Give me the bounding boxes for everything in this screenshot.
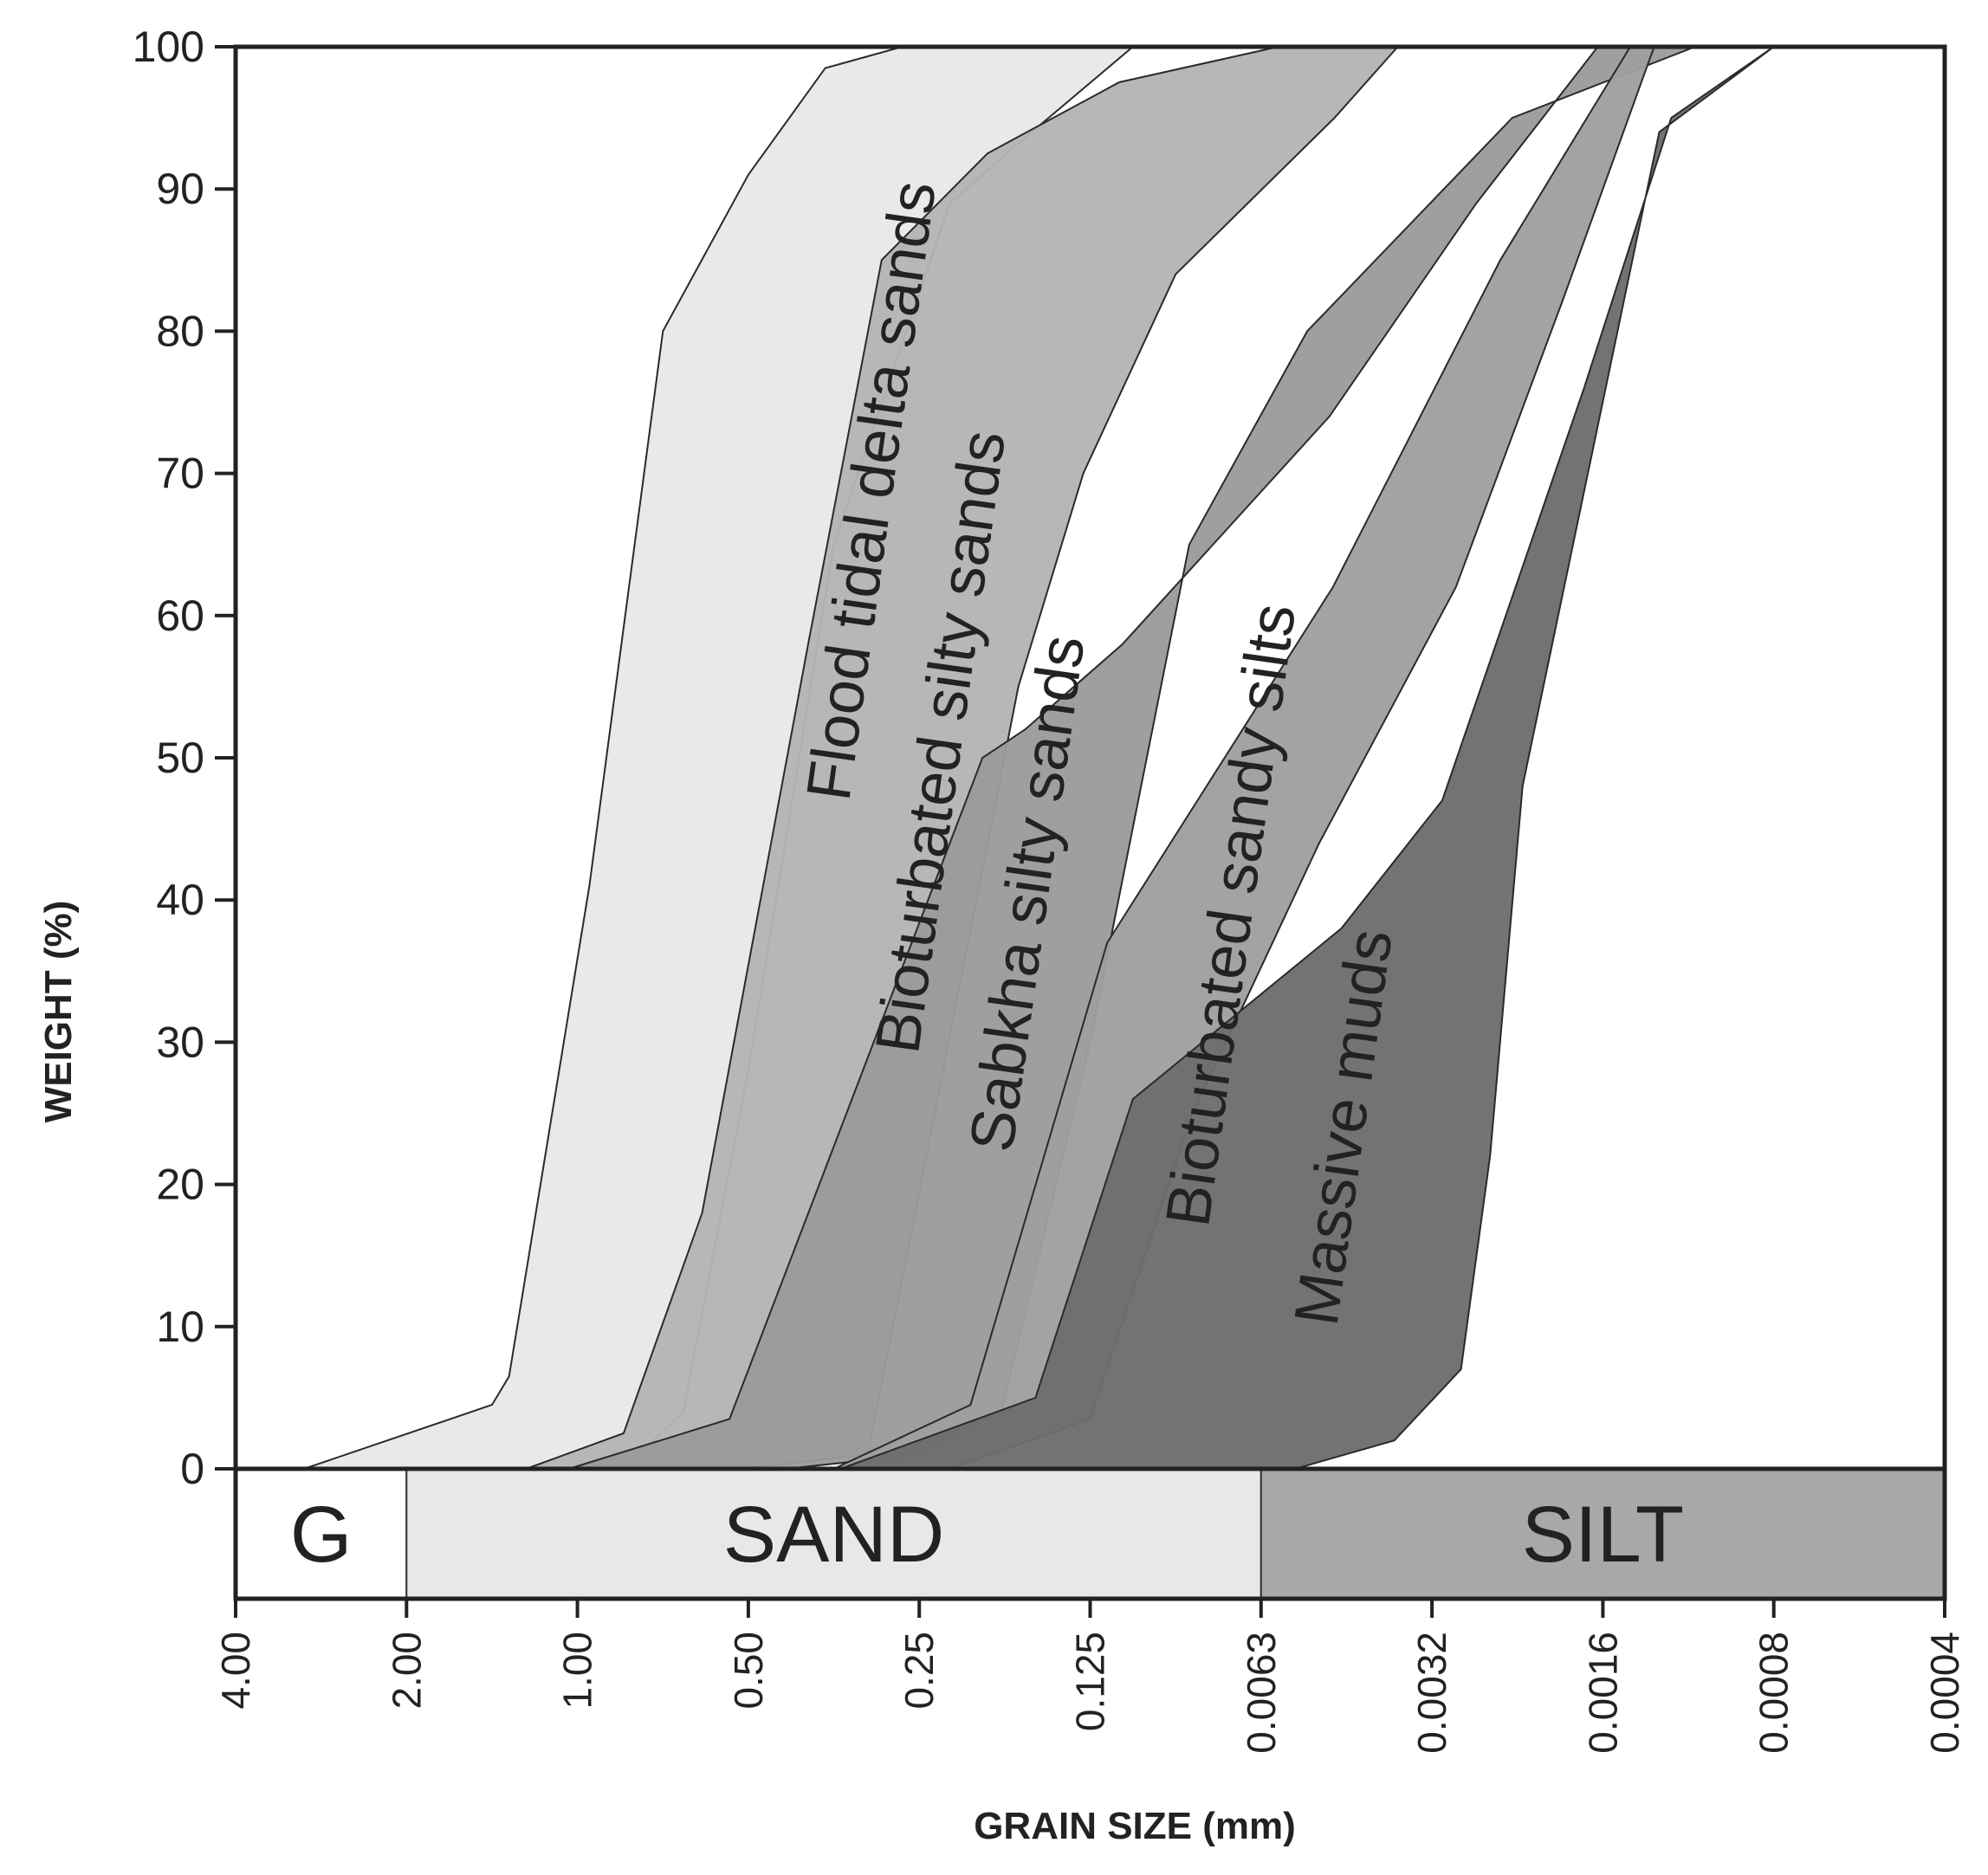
x-tick-label: 2.00 [384,1632,429,1710]
y-tick-label: 20 [156,1161,204,1209]
x-tick-label: 0.25 [897,1632,942,1710]
size-class-sand [405,1468,1262,1600]
band-massive-muds [840,46,1775,1470]
y-tick-label: 80 [156,307,204,355]
x-axis-title: GRAIN SIZE (mm) [974,1805,1296,1847]
x-tick-label: 0.0016 [1580,1632,1625,1754]
y-tick-label: 90 [156,165,204,213]
size-class-g [235,1468,408,1600]
x-tick-label: 0.0004 [1922,1632,1967,1754]
x-tick-label: 0.0008 [1752,1632,1797,1754]
size-class-label-g: G [290,1490,353,1579]
x-tick-label: 4.00 [213,1632,258,1710]
y-tick-label: 30 [156,1018,204,1066]
y-tick-label: 0 [180,1445,204,1493]
size-class-label-silt: SILT [1522,1490,1684,1579]
y-axis-title: WEIGHT (%) [37,901,80,1123]
y-tick-label: 60 [156,592,204,640]
x-tick-label: 0.0063 [1239,1632,1284,1754]
y-tick-label: 10 [156,1303,204,1351]
x-tick-label: 0.125 [1068,1632,1113,1731]
y-tick-label: 50 [156,734,204,782]
y-tick-label: 100 [133,23,204,71]
x-tick-label: 0.50 [726,1632,771,1710]
x-tick-label: 0.0032 [1409,1632,1454,1754]
x-tick-label: 1.00 [555,1632,600,1710]
size-class-label-sand: SAND [723,1490,945,1579]
y-tick-label: 70 [156,449,204,498]
y-tick-label: 40 [156,876,204,924]
